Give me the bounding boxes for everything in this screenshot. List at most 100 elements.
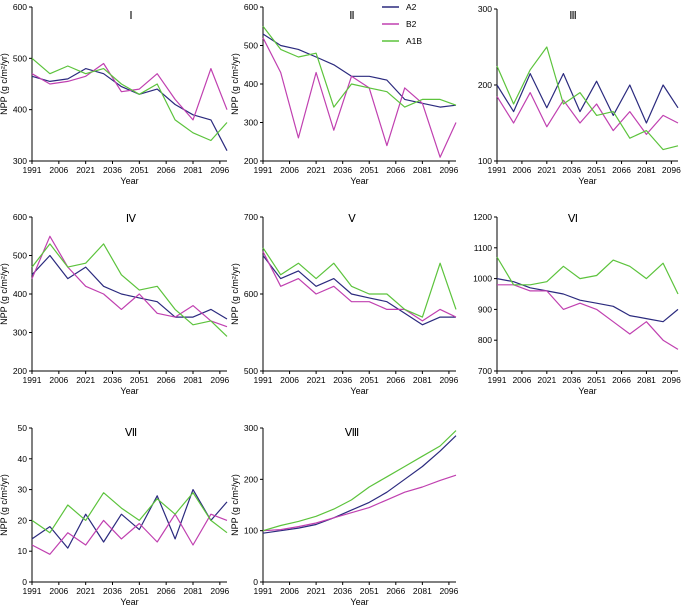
panel-2-xlabel: Year [350,176,368,186]
panel-7-ytick-label: 0 [22,577,27,587]
panel-8-series-b2 [262,474,457,532]
panel-5-ytick-label: 600 [244,289,258,299]
panel-1-series-a2 [31,67,228,151]
panel-8-xtick-label: 2021 [307,586,326,596]
panel-5-ytick-label: 700 [244,212,258,222]
panel-8-series-a2 [262,435,457,534]
panel-4-title: Ⅳ [126,213,137,225]
panel-7-xtick-label: 2096 [210,586,229,596]
panel-2-xtick-label: 2066 [386,165,405,175]
panel-6-series-a1b [496,256,679,295]
panel-6-xtick-label: 2066 [612,375,631,385]
panel-6-xtick-label: 2051 [587,375,606,385]
panel-7-ytick-label: 20 [18,515,28,525]
panel-3-ytick-label: 100 [478,156,492,166]
panel-2-ytick-label: 400 [244,79,258,89]
panel-8-title: Ⅷ [345,427,360,439]
panel-5-xtick-label: 2081 [413,375,432,385]
panel-6-ytick-label: 700 [478,366,492,376]
panel-5-ytick-label: 500 [244,366,258,376]
panel-2-xtick-label: 2021 [307,165,326,175]
panel-3-xtick-label: 1991 [488,165,507,175]
legend-label-a1b: A1B [406,36,422,46]
panel-7-xtick-label: 2051 [130,586,149,596]
panel-2-series-a1b [262,25,457,108]
panel-1-title: Ⅰ [129,10,132,22]
panel-5-ylabel: NPP (g c/m²/yr) [230,263,240,325]
panel-2-ylabel: NPP (g c/m²/yr) [230,53,240,115]
panel-4-xtick-label: 2096 [210,375,229,385]
panel-7-series-a2 [31,489,228,549]
panel-4-ytick-label: 600 [13,212,27,222]
panel-4-series-a1b [31,243,228,337]
panel-5-xtick-label: 2096 [439,375,458,385]
panel-6-ytick-label: 1000 [473,274,492,284]
panel-8-series-a1b [262,430,457,532]
panel-3-title: Ⅲ [569,10,577,22]
panel-2-ytick-label: 200 [244,156,258,166]
panel-7-xtick-label: 2066 [157,586,176,596]
panel-1-xtick-label: 1991 [23,165,42,175]
panel-8-ytick-label: 100 [244,526,258,536]
panel-8-xlabel: Year [350,597,368,607]
panel-6-ytick-label: 1100 [474,243,493,253]
panel-4-xlabel: Year [120,386,138,396]
panel-7-xlabel: Year [120,597,138,607]
panel-3-xtick-label: 2006 [512,165,531,175]
panel-7-series-b2 [31,513,228,555]
panel-3-xtick-label: 2051 [587,165,606,175]
panel-7-ytick-label: 40 [18,454,28,464]
panel-6-xtick-label: 2036 [562,375,581,385]
panel-6-ytick-label: 900 [478,304,492,314]
panel-2-xtick-label: 2051 [360,165,379,175]
panel-1-xlabel: Year [120,176,138,186]
panel-8-xtick-label: 2096 [439,586,458,596]
panel-1-ylabel: NPP (g c/m²/yr) [0,53,9,115]
legend-label-b2: B2 [406,19,417,29]
panel-5-xtick-label: 1991 [254,375,273,385]
panel-5-xlabel: Year [350,386,368,396]
panel-5-xtick-label: 2066 [386,375,405,385]
panel-7-series-a1b [31,492,228,534]
panel-7-xtick-label: 2006 [49,586,68,596]
panel-7-ytick-label: 50 [18,423,28,433]
panel-3-xtick-label: 2081 [637,165,656,175]
panel-4-xtick-label: 2006 [49,375,68,385]
panel-1-xtick-label: 2036 [103,165,122,175]
panel-1-ytick-label: 500 [13,53,27,63]
panel-5-series-a1b [262,247,457,318]
panel-4-series-b2 [31,235,228,328]
panel-7-ytick-label: 10 [18,546,28,556]
panel-4-ylabel: NPP (g c/m²/yr) [0,263,9,325]
panel-3-xtick-label: 2066 [612,165,631,175]
legend-label-a2: A2 [406,2,417,12]
panel-6-series-b2 [497,284,679,350]
panel-1-xtick-label: 2021 [76,165,95,175]
panel-6-xlabel: Year [578,386,596,396]
panel-3-series-b2 [496,91,679,135]
panel-5-xtick-label: 2021 [307,375,326,385]
panel-8-xtick-label: 2066 [386,586,405,596]
panel-5-xtick-label: 2036 [333,375,352,385]
panel-3-ytick-label: 200 [478,80,492,90]
panel-6-ytick-label: 1200 [473,212,492,222]
panel-3-xlabel: Year [578,176,596,186]
panel-6-ytick-label: 800 [478,335,492,345]
panel-1-series-a1b [31,57,228,142]
panel-5-xtick-label: 2006 [280,375,299,385]
panel-4-ytick-label: 300 [13,328,27,338]
panel-2-xtick-label: 2006 [280,165,299,175]
panel-2-xtick-label: 1991 [254,165,273,175]
panel-2-ytick-label: 500 [244,41,258,51]
panel-2-xtick-label: 2081 [413,165,432,175]
panel-4-xtick-label: 2066 [157,375,176,385]
panel-1-xtick-label: 2006 [49,165,68,175]
panel-3-xtick-label: 2036 [562,165,581,175]
panel-6-xtick-label: 2081 [637,375,656,385]
panel-2-title: Ⅱ [349,10,354,22]
panel-4-ytick-label: 200 [13,366,27,376]
panel-6-series-a2 [496,278,679,323]
panel-2-xtick-label: 2096 [439,165,458,175]
panel-4-ytick-label: 400 [13,289,27,299]
